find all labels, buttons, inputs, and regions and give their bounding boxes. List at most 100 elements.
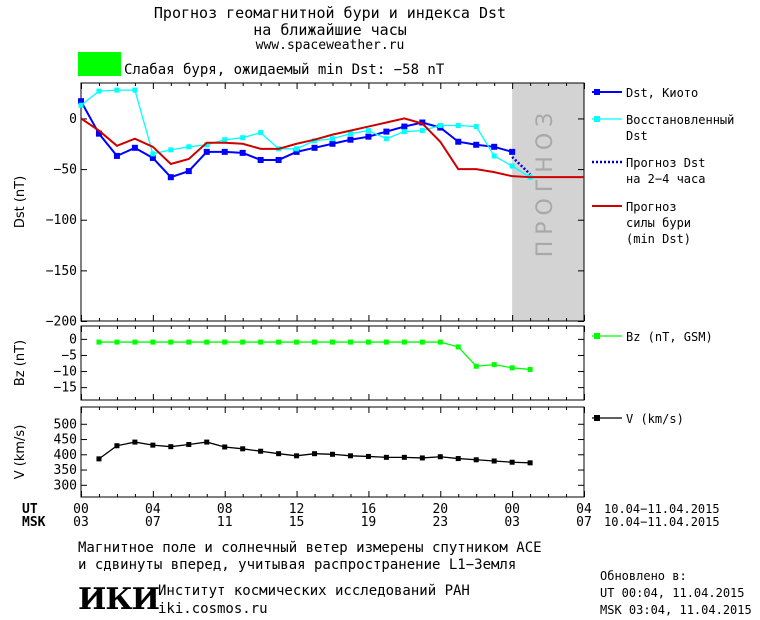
- y-tick-label: −200: [46, 315, 77, 330]
- data-point: [95, 130, 102, 137]
- data-point: [294, 339, 300, 345]
- series-line: [80, 117, 584, 179]
- legend-storm-line2: силы бури: [626, 216, 691, 230]
- data-point: [473, 363, 479, 369]
- data-point: [186, 339, 192, 345]
- data-point: [240, 135, 246, 141]
- data-point: [311, 144, 318, 151]
- chart-title-line1: Прогноз геомагнитной бури и индекса Dst: [153, 4, 507, 22]
- data-point: [509, 365, 515, 371]
- data-point: [383, 128, 390, 135]
- data-point: [96, 339, 102, 345]
- data-point: [186, 442, 192, 448]
- data-point: [401, 339, 407, 345]
- legend-forecast-line1: Прогноз Dst: [626, 156, 705, 170]
- data-point: [401, 454, 407, 460]
- legend-marker: [594, 415, 600, 421]
- data-point: [132, 339, 138, 345]
- data-point: [222, 339, 228, 345]
- panel-frame: [80, 82, 585, 322]
- msk-tick-label: 03: [73, 515, 89, 530]
- data-point: [258, 339, 264, 345]
- data-point: [383, 339, 389, 345]
- updated-label: Обновлено в:: [600, 569, 687, 583]
- data-point: [78, 102, 84, 108]
- data-point: [329, 140, 336, 147]
- chart-title-line2: на ближайшие часы: [253, 21, 407, 39]
- legend-dst-kyoto: Dst, Киото: [626, 86, 698, 100]
- data-point: [240, 446, 246, 452]
- data-point: [113, 152, 120, 159]
- data-point: [347, 136, 354, 143]
- iki-logo: ИКИ: [78, 582, 160, 617]
- data-point: [455, 138, 462, 145]
- data-point: [473, 457, 479, 463]
- series-line: [80, 89, 531, 178]
- data-point: [131, 144, 138, 151]
- y-tick-label: 0: [69, 112, 77, 127]
- source-url[interactable]: www.spaceweather.ru: [255, 38, 405, 53]
- data-point: [204, 439, 210, 445]
- y-tick-label: 300: [54, 478, 77, 493]
- ut-tick-label: 04: [576, 502, 592, 517]
- panel-frame: [80, 325, 585, 401]
- ut-tick-label: 16: [361, 502, 377, 517]
- data-point: [491, 143, 498, 150]
- data-point: [276, 451, 282, 457]
- y-tick-label: −10: [54, 365, 77, 380]
- status-indicator: [78, 52, 121, 76]
- data-point: [365, 453, 371, 459]
- msk-tick-label: 03: [504, 515, 520, 530]
- status-text: Слабая буря, ожидаемый min Dst: −58 nT: [124, 62, 445, 78]
- legend-storm-line3: (min Dst): [626, 232, 691, 246]
- series-line: [511, 156, 531, 176]
- data-point: [257, 156, 264, 163]
- data-point: [222, 137, 228, 143]
- ut-tick-label: 00: [504, 502, 520, 517]
- y-tick-label: −15: [54, 381, 77, 396]
- data-point: [168, 147, 174, 153]
- data-point: [150, 442, 156, 448]
- data-point: [276, 339, 282, 345]
- data-point: [437, 339, 443, 345]
- forecast-region-label: ПРОГНОЗ: [533, 107, 558, 258]
- data-point: [114, 339, 120, 345]
- y-axis-label: Dst (nT): [13, 176, 28, 228]
- series-line: [98, 341, 531, 371]
- legend-recon-line2: Dst: [626, 129, 648, 143]
- data-point: [132, 87, 138, 93]
- data-point: [330, 339, 335, 345]
- data-point: [383, 136, 389, 142]
- data-point: [473, 124, 479, 130]
- institute-site[interactable]: iki.cosmos.ru: [158, 601, 268, 617]
- legend-marker: [594, 89, 600, 95]
- data-point: [473, 141, 480, 148]
- data-point: [168, 339, 174, 345]
- data-point: [149, 154, 156, 161]
- data-point: [509, 459, 515, 465]
- data-point: [114, 87, 120, 93]
- data-point: [419, 128, 425, 134]
- ut-tick-label: 08: [217, 502, 233, 517]
- y-tick-label: −100: [46, 213, 77, 228]
- data-point: [185, 168, 192, 175]
- institute-name: Институт космических исследований РАН: [158, 583, 470, 599]
- data-point: [204, 142, 210, 148]
- legend-bz: Bz (nT, GSM): [626, 330, 713, 344]
- ut-tick-label: 04: [145, 502, 161, 517]
- data-point: [509, 148, 516, 155]
- data-point: [96, 456, 102, 462]
- series-line: [80, 100, 513, 179]
- data-point: [186, 144, 192, 150]
- data-point: [527, 366, 533, 372]
- data-point: [347, 453, 353, 459]
- data-point: [455, 123, 461, 129]
- note-line2: и сдвинуты вперед, учитывая распростране…: [78, 557, 517, 573]
- y-tick-label: −150: [46, 264, 77, 279]
- data-point: [330, 136, 335, 142]
- ut-tick-label: 00: [73, 502, 89, 517]
- data-point: [419, 455, 425, 461]
- data-point: [204, 339, 210, 345]
- msk-tick-label: 23: [432, 515, 448, 530]
